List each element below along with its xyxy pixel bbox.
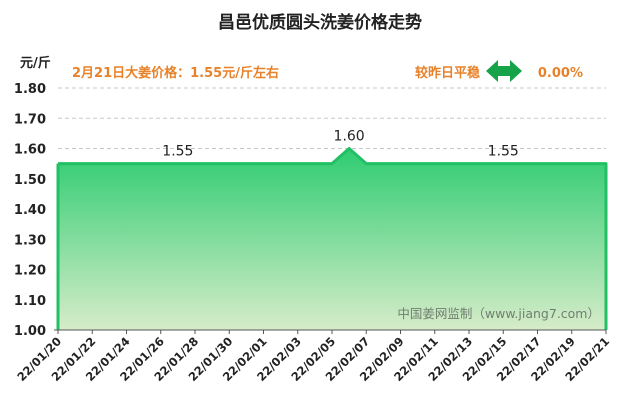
y-tick-label: 1.70 bbox=[14, 112, 46, 127]
compare-label: 较昨日平稳 bbox=[415, 65, 480, 81]
data-label: 1.55 bbox=[488, 144, 519, 160]
price-area bbox=[58, 148, 606, 330]
chart-title: 昌邑优质圆头洗姜价格走势 bbox=[218, 12, 422, 33]
y-tick-label: 1.40 bbox=[14, 203, 46, 218]
y-tick-label: 1.20 bbox=[14, 264, 46, 279]
x-axis: 22/01/2022/01/2222/01/2422/01/2622/01/28… bbox=[14, 330, 612, 384]
data-label: 1.60 bbox=[334, 129, 365, 145]
compare-value: 0.00% bbox=[538, 66, 583, 81]
y-tick-label: 1.00 bbox=[14, 324, 46, 339]
price-line bbox=[56, 147, 608, 330]
unit-label: 元/斤 bbox=[20, 55, 51, 71]
y-tick-label: 1.80 bbox=[14, 82, 46, 97]
y-tick-label: 1.30 bbox=[14, 233, 46, 248]
data-labels: 1.55 1.60 1.55 bbox=[162, 129, 519, 160]
left-right-arrow-icon bbox=[486, 60, 522, 82]
watermark: 中国姜网监制（www.jiang7.com） bbox=[397, 306, 600, 321]
y-axis: 1.00 1.10 1.20 1.30 1.40 1.50 1.60 1.70 1.80 bbox=[14, 82, 46, 339]
data-label: 1.55 bbox=[162, 144, 193, 160]
price-info: 2月21日大姜价格：1.55元/斤左右 bbox=[72, 65, 279, 81]
y-tick-label: 1.10 bbox=[14, 294, 46, 309]
y-tick-label: 1.50 bbox=[14, 173, 46, 188]
y-tick-label: 1.60 bbox=[14, 143, 46, 158]
